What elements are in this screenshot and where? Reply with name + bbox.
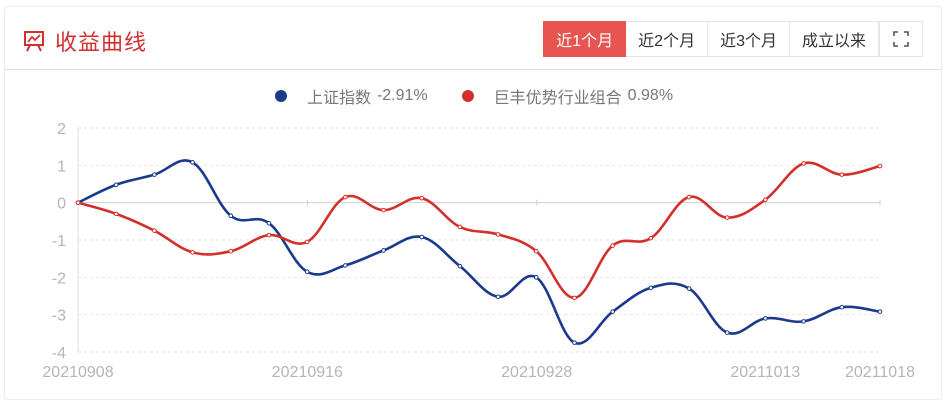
data-point	[763, 197, 768, 202]
data-point	[610, 243, 615, 248]
x-tick-label: 20211013	[730, 364, 800, 381]
data-point	[533, 275, 539, 280]
fullscreen-icon	[893, 31, 909, 47]
period-tabs: 近1个月 近2个月 近3个月 成立以来	[543, 21, 923, 57]
data-point	[801, 319, 806, 324]
series-line-2	[77, 161, 881, 300]
x-tick-label: 20210916	[272, 364, 343, 381]
data-point	[266, 220, 272, 226]
x-tick-label: 20211018	[845, 364, 915, 381]
data-point	[266, 232, 272, 238]
legend-dot-series2	[461, 90, 474, 102]
data-point	[113, 211, 119, 217]
data-point	[839, 304, 845, 310]
data-point	[75, 200, 81, 205]
data-point	[113, 182, 119, 188]
chart-legend: 上证指数 -2.91% 巨丰优势行业组合 0.98%	[0, 84, 948, 108]
data-point	[457, 263, 463, 269]
x-tick-label: 20210908	[42, 364, 113, 381]
data-point	[381, 248, 386, 253]
data-point	[228, 248, 234, 254]
legend-label-series2: 巨丰优势行业组合	[493, 90, 622, 107]
tab-1-month[interactable]: 近1个月	[543, 21, 627, 57]
data-point	[763, 316, 768, 321]
data-point	[686, 286, 692, 291]
legend-item-shanghai-index[interactable]: 上证指数 -2.91%	[274, 84, 428, 108]
y-tick-label: 1	[57, 158, 66, 175]
data-point	[724, 330, 730, 335]
data-point	[152, 228, 157, 233]
data-point	[648, 285, 654, 291]
legend-value-series1: -2.91%	[376, 87, 428, 104]
y-tick-label: 0	[57, 196, 66, 213]
tab-since-inception[interactable]: 成立以来	[789, 21, 879, 57]
data-point	[343, 263, 348, 268]
data-point	[190, 160, 195, 165]
data-point	[610, 309, 615, 314]
data-point	[839, 172, 845, 177]
y-tick-label: 2	[57, 121, 66, 138]
data-point	[495, 294, 501, 300]
legend-dot-series1	[274, 90, 287, 102]
tab-2-months[interactable]: 近2个月	[626, 21, 709, 57]
data-point	[304, 269, 310, 275]
y-tick-label: -4	[52, 345, 66, 362]
data-point	[228, 213, 234, 219]
data-point	[572, 295, 577, 301]
data-point	[495, 232, 501, 237]
legend-value-series2: 0.98%	[627, 87, 674, 104]
legend-label-series1: 上证指数	[306, 90, 371, 107]
data-point	[801, 161, 806, 166]
y-tick-label: -3	[52, 308, 66, 325]
fullscreen-button[interactable]	[879, 21, 923, 57]
data-point	[724, 215, 730, 220]
data-point	[648, 235, 654, 241]
data-point	[457, 224, 463, 230]
card-header: 收益曲线 近1个月 近2个月 近3个月 成立以来	[5, 7, 941, 70]
data-point	[533, 248, 539, 254]
y-tick-label: -2	[52, 270, 66, 287]
y-tick-label: -1	[52, 233, 66, 250]
data-point	[152, 172, 157, 177]
x-tick-label: 20210928	[501, 364, 572, 381]
data-point	[304, 239, 310, 245]
data-point	[686, 194, 692, 200]
data-point	[572, 340, 577, 345]
legend-item-portfolio[interactable]: 巨丰优势行业组合 0.98%	[461, 84, 674, 108]
data-point	[877, 163, 883, 169]
data-point	[381, 207, 386, 213]
data-point	[419, 234, 425, 240]
page-title: 收益曲线	[55, 30, 148, 55]
data-point	[190, 250, 195, 255]
data-point	[419, 195, 425, 201]
chart-icon	[24, 31, 44, 52]
tab-3-months[interactable]: 近3个月	[708, 21, 790, 57]
series-line-1	[77, 159, 881, 345]
data-point	[877, 309, 883, 314]
data-point	[343, 194, 348, 200]
